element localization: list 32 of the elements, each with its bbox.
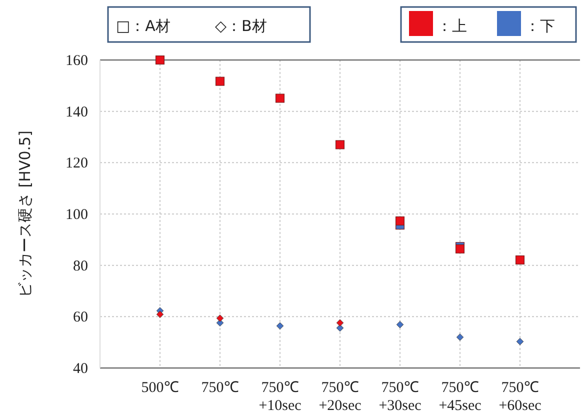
point <box>336 319 344 326</box>
point <box>156 310 164 318</box>
y-tick-label: 40 <box>73 361 88 377</box>
text: □：A材 <box>116 17 170 35</box>
text: ◇：B材 <box>215 17 267 35</box>
y-tick-label: 80 <box>73 258 88 274</box>
point <box>276 322 284 330</box>
text: ：上 <box>437 17 467 35</box>
x-tick-label: 750℃ +45sec <box>438 380 482 414</box>
point <box>516 255 524 264</box>
point <box>516 338 524 346</box>
x-tick-label: 750℃ +30sec <box>378 380 422 414</box>
x-tick-label: 750℃ +20sec <box>318 380 362 414</box>
y-tick-label: 140 <box>66 104 88 120</box>
point <box>396 320 404 328</box>
point <box>216 76 224 86</box>
point <box>156 56 164 64</box>
y-tick-label: 160 <box>66 53 88 69</box>
y-axis-title: ビッカース硬さ [HV0.5] <box>16 130 34 298</box>
x-tick-label: 750℃ +60sec <box>498 380 542 414</box>
point <box>276 94 284 103</box>
point <box>456 334 464 341</box>
x-tick-label: 750℃ <box>201 380 239 396</box>
point <box>396 216 404 226</box>
text: ：下 <box>525 17 555 35</box>
point <box>216 314 224 322</box>
y-tick-label: 60 <box>73 310 88 326</box>
y-tick-label: 120 <box>66 156 88 172</box>
x-tick-label: 500℃ <box>141 380 179 396</box>
y-tick-label: 100 <box>66 207 88 223</box>
point <box>336 140 344 150</box>
x-tick-label: 750℃ +10sec <box>258 380 302 414</box>
